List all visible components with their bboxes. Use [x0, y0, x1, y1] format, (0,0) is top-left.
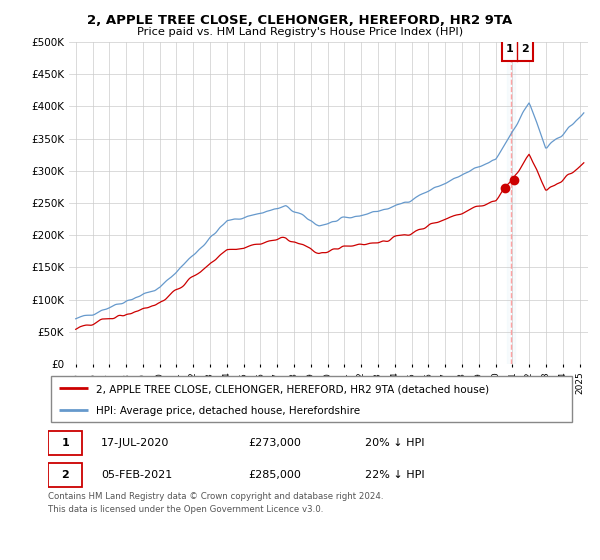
FancyBboxPatch shape [48, 463, 82, 487]
Text: 20% ↓ HPI: 20% ↓ HPI [365, 438, 424, 448]
Text: 2, APPLE TREE CLOSE, CLEHONGER, HEREFORD, HR2 9TA (detached house): 2, APPLE TREE CLOSE, CLEHONGER, HEREFORD… [95, 385, 488, 394]
Text: 22% ↓ HPI: 22% ↓ HPI [365, 470, 424, 480]
Text: Price paid vs. HM Land Registry's House Price Index (HPI): Price paid vs. HM Land Registry's House … [137, 27, 463, 37]
Text: 2: 2 [521, 44, 529, 54]
Text: £285,000: £285,000 [248, 470, 302, 480]
Text: £273,000: £273,000 [248, 438, 302, 448]
FancyBboxPatch shape [50, 376, 572, 422]
Text: HPI: Average price, detached house, Herefordshire: HPI: Average price, detached house, Here… [95, 407, 359, 417]
Bar [506, 42, 515, 364]
Text: 1: 1 [62, 438, 69, 448]
Text: 05-FEB-2021: 05-FEB-2021 [101, 470, 172, 480]
Text: 2, APPLE TREE CLOSE, CLEHONGER, HEREFORD, HR2 9TA: 2, APPLE TREE CLOSE, CLEHONGER, HEREFORD… [88, 14, 512, 27]
Text: 2: 2 [62, 470, 69, 480]
Text: Contains HM Land Registry data © Crown copyright and database right 2024.
This d: Contains HM Land Registry data © Crown c… [48, 492, 383, 514]
FancyBboxPatch shape [502, 37, 533, 62]
Text: 17-JUL-2020: 17-JUL-2020 [101, 438, 169, 448]
FancyBboxPatch shape [48, 431, 82, 455]
Text: 1: 1 [506, 44, 514, 54]
